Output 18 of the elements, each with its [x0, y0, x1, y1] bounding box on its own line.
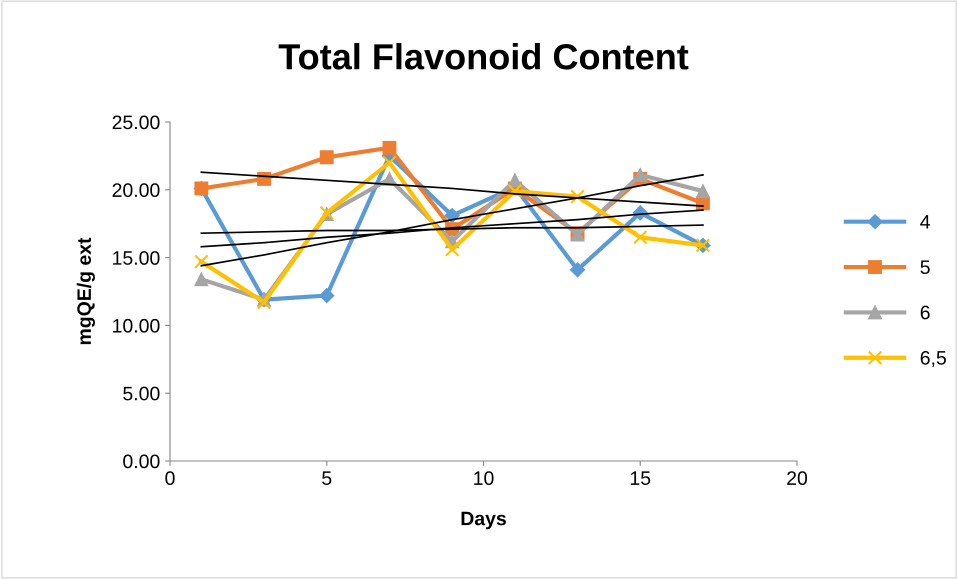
x-tick-label: 5 [322, 471, 332, 486]
y-tick-label: 15.00 [113, 251, 160, 265]
legend-label: 6 [920, 306, 930, 320]
y-tick-label: 10.00 [113, 318, 160, 333]
y-tick-label: 0.00 [123, 454, 160, 468]
x-tick-label: 20 [787, 471, 808, 486]
legend-label: 6,5 [920, 350, 946, 368]
x-tick-label: 0 [165, 471, 175, 486]
y-tick-label: 20.00 [112, 183, 160, 198]
x-tick-label: 10 [474, 471, 494, 486]
legend-label: 4 [920, 215, 930, 229]
chart-title: Total Flavonoid Content [278, 43, 688, 70]
y-tick-label: 25.00 [112, 115, 160, 130]
x-axis-title: Days [462, 512, 506, 530]
legend-label: 5 [920, 260, 930, 274]
y-tick-label: 5.00 [123, 386, 160, 400]
x-tick-label: 15 [630, 471, 650, 486]
y-axis-title: mgQE/g ext [76, 238, 95, 344]
